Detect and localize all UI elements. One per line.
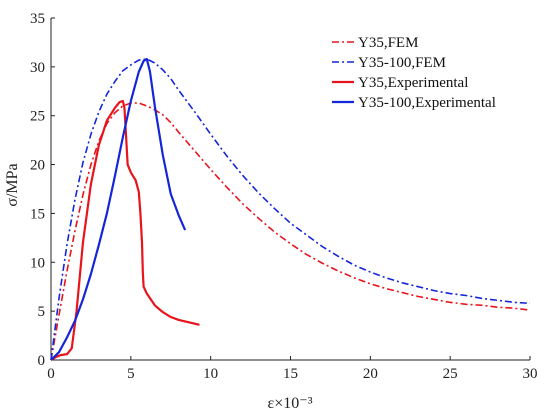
legend-label: Y35,Experimental (358, 75, 468, 91)
x-tick-label: 20 (363, 366, 378, 382)
x-tick-label: 5 (127, 366, 135, 382)
y-tick-label: 0 (38, 353, 46, 369)
y-tick-label: 20 (30, 158, 45, 174)
series-line-2 (50, 99, 200, 361)
y-tick-label: 25 (30, 109, 45, 125)
y-tick-label: 35 (30, 11, 45, 27)
y-axis-label: σ/MPa (4, 163, 21, 206)
tick-labels: 0 5 10 15 20 25 30 0 5 10 15 20 25 30 35 (30, 11, 538, 382)
y-tick-label: 5 (38, 304, 46, 320)
x-tick-label: 0 (47, 366, 55, 382)
x-tick-label: 25 (443, 366, 458, 382)
axes (50, 17, 531, 361)
x-tick-label: 30 (523, 366, 538, 382)
series-line-3 (50, 57, 187, 361)
x-tick-label: 15 (283, 366, 298, 382)
y-tick-label: 30 (30, 60, 45, 76)
series-line-1 (50, 58, 531, 361)
x-tick-label: 10 (203, 366, 218, 382)
legend-label: Y35-100,Experimental (358, 95, 496, 111)
legend-label: Y35-100,FEM (358, 55, 446, 71)
y-tick-label: 15 (30, 206, 45, 222)
y-tick-label: 10 (30, 255, 45, 271)
legend: Y35,FEM Y35-100,FEM Y35,Experimental Y35-10… (332, 35, 496, 111)
legend-label: Y35,FEM (358, 35, 418, 51)
series-group (50, 57, 531, 361)
x-axis-label: ε×10⁻³ (268, 395, 313, 412)
